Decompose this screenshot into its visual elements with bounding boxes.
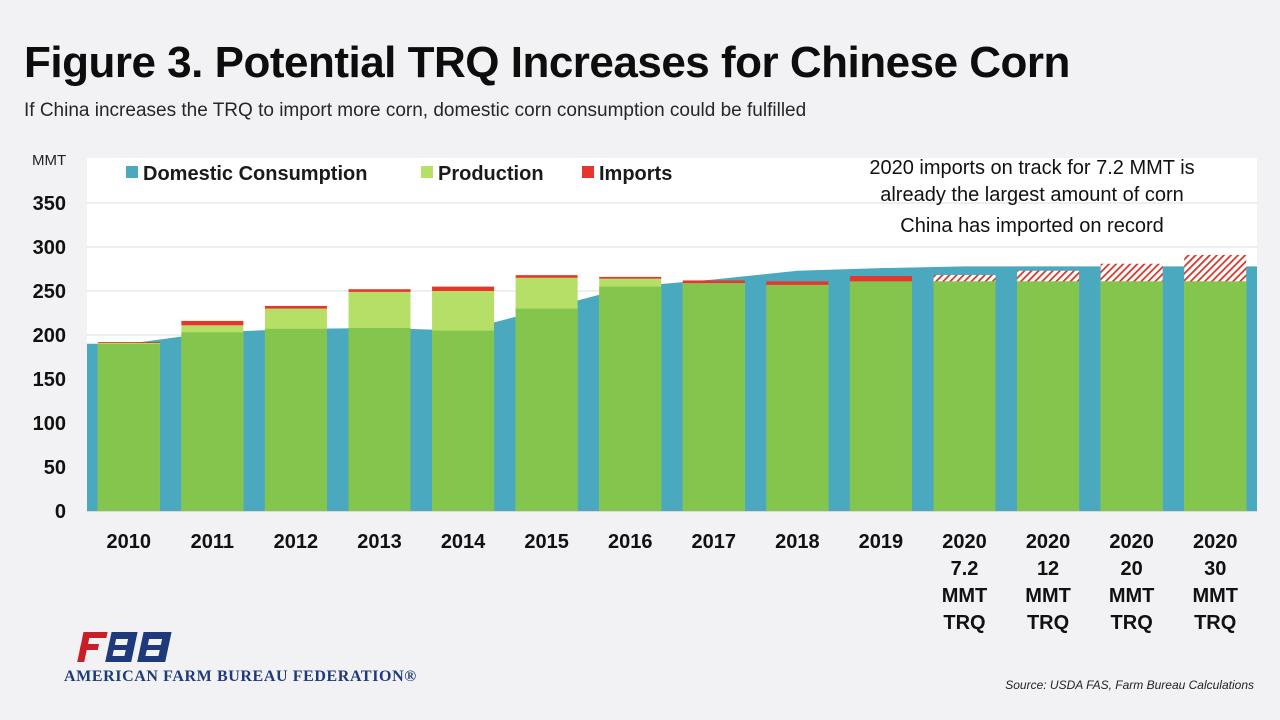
y-tick-label: 150 bbox=[33, 369, 66, 391]
legend-label: Domestic Consumption bbox=[143, 163, 367, 185]
afbf-logo-icon bbox=[77, 632, 172, 662]
legend-item: Imports bbox=[582, 163, 672, 185]
bar-production-overlap bbox=[933, 281, 996, 511]
y-tick-label: 250 bbox=[33, 281, 66, 303]
x-tick-label: 2020 12 MMT TRQ bbox=[1025, 531, 1071, 634]
x-tick-label: 2020 7.2 MMT TRQ bbox=[942, 531, 988, 634]
bar-production-overlap bbox=[1100, 281, 1163, 511]
y-tick-label: 50 bbox=[44, 457, 66, 479]
x-tick-label: 2011 bbox=[191, 531, 234, 553]
bar-production-overlap bbox=[432, 330, 495, 511]
y-tick-label: 350 bbox=[33, 193, 66, 215]
y-tick-label: 100 bbox=[33, 413, 66, 435]
bar-production-overlap bbox=[1184, 281, 1247, 511]
annotation-line: China has imported on record bbox=[900, 215, 1163, 237]
x-tick-label: 2010 bbox=[107, 531, 152, 553]
bar-imports bbox=[432, 286, 495, 291]
bar-production-overlap bbox=[348, 327, 411, 511]
chart-subtitle: If China increases the TRQ to import mor… bbox=[24, 100, 807, 121]
x-tick-label: 2020 30 MMT TRQ bbox=[1192, 531, 1238, 634]
bar-imports bbox=[766, 281, 829, 285]
bar-imports bbox=[933, 274, 996, 282]
bar-production-overlap bbox=[849, 281, 912, 511]
bar-production-overlap bbox=[97, 343, 160, 511]
x-tick-label: 2012 bbox=[274, 531, 319, 553]
x-tick-label: 2016 bbox=[608, 531, 653, 553]
bar-production-overlap bbox=[181, 332, 244, 511]
organization-name: AMERICAN FARM BUREAU FEDERATION® bbox=[64, 668, 417, 685]
bar-production-overlap bbox=[515, 308, 578, 511]
bar-imports bbox=[97, 342, 160, 343]
legend-swatch bbox=[421, 166, 433, 178]
legend-swatch bbox=[582, 166, 594, 178]
source-note: Source: USDA FAS, Farm Bureau Calculatio… bbox=[1005, 678, 1254, 692]
bar-imports bbox=[1017, 270, 1080, 282]
legend-label: Imports bbox=[599, 163, 672, 185]
x-tick-label: 2017 bbox=[692, 531, 737, 553]
annotation: 2020 imports on track for 7.2 MMT is alr… bbox=[869, 157, 1194, 237]
legend-label: Production bbox=[438, 163, 544, 185]
annotation-line: already the largest amount of corn bbox=[880, 184, 1184, 206]
bar-imports bbox=[181, 320, 244, 326]
bar-imports bbox=[1100, 263, 1163, 282]
x-tick-label: 2020 20 MMT TRQ bbox=[1109, 531, 1155, 634]
x-tick-label: 2015 bbox=[524, 531, 569, 553]
bar-production-overlap bbox=[264, 328, 327, 511]
bar-imports bbox=[1184, 254, 1247, 282]
bar-imports bbox=[599, 276, 662, 279]
bar-production-overlap bbox=[599, 286, 662, 511]
bar-imports bbox=[682, 280, 745, 284]
bar-imports bbox=[515, 275, 578, 278]
x-tick-label: 2018 bbox=[775, 531, 820, 553]
legend-item: Production bbox=[421, 163, 544, 185]
x-tick-label: 2013 bbox=[357, 531, 402, 553]
y-tick-label: 200 bbox=[33, 325, 66, 347]
bar-imports bbox=[348, 289, 411, 292]
y-unit-label: MMT bbox=[32, 152, 66, 169]
y-tick-label: 0 bbox=[55, 501, 66, 523]
bar-production-overlap bbox=[1017, 281, 1080, 511]
legend-swatch bbox=[126, 166, 138, 178]
bar-production-overlap bbox=[682, 283, 745, 511]
bar-imports bbox=[264, 305, 327, 309]
x-tick-label: 2019 bbox=[859, 531, 904, 553]
annotation-line: 2020 imports on track for 7.2 MMT is bbox=[869, 157, 1194, 179]
chart-title: Figure 3. Potential TRQ Increases for Ch… bbox=[24, 38, 1070, 87]
bar-production-overlap bbox=[766, 284, 829, 511]
bar-imports bbox=[849, 276, 912, 282]
x-tick-label: 2014 bbox=[441, 531, 486, 553]
y-tick-label: 300 bbox=[33, 237, 66, 259]
legend-item: Domestic Consumption bbox=[126, 163, 367, 185]
